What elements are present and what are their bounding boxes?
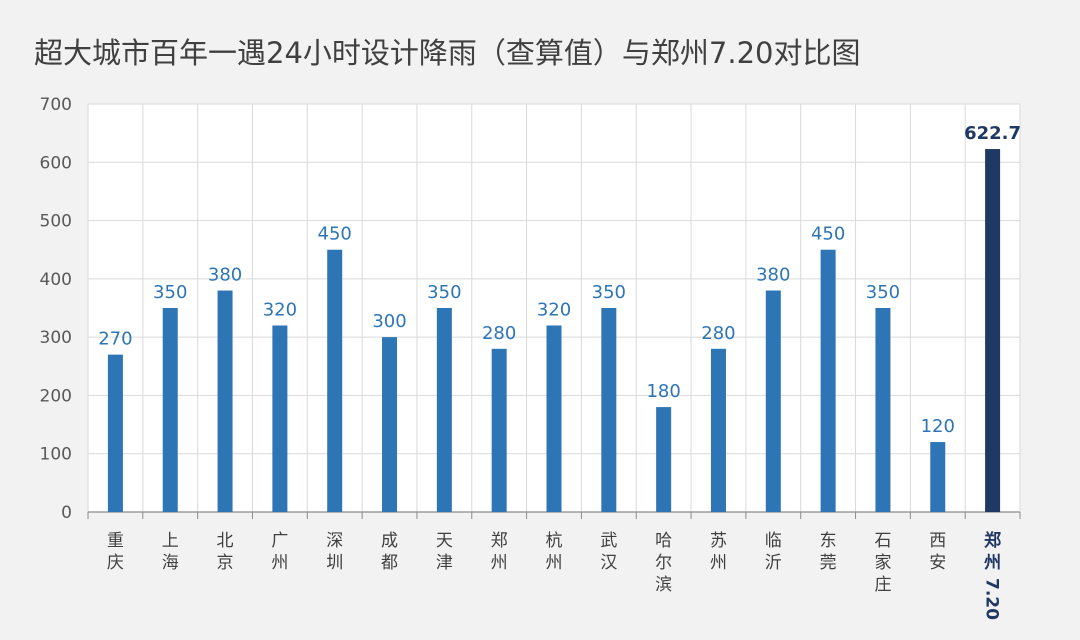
category-label-4: 深圳 <box>326 531 343 573</box>
bar-8 <box>546 325 562 512</box>
category-label-15: 西安 <box>929 531 946 573</box>
bar-layer <box>107 149 1001 512</box>
data-label-1: 350 <box>153 282 187 303</box>
bar-6 <box>436 308 452 512</box>
category-label-2: 北京 <box>217 531 234 573</box>
bar-14 <box>875 308 891 512</box>
y-tick-label: 500 <box>40 212 72 232</box>
category-label-9: 武汉 <box>600 531 617 573</box>
y-tick-label: 700 <box>40 95 72 115</box>
data-label-8: 320 <box>537 299 571 320</box>
bar-3 <box>272 325 288 512</box>
data-label-7: 280 <box>482 323 516 344</box>
bar-7 <box>491 348 507 512</box>
data-label-2: 380 <box>208 265 242 286</box>
category-label-7: 郑州 <box>491 531 508 573</box>
y-tick-label: 300 <box>40 328 72 348</box>
category-label-3: 广州 <box>271 531 288 573</box>
data-label-16: 622.7 <box>964 123 1021 144</box>
data-label-5: 300 <box>372 311 406 332</box>
category-label-14: 石家庄 <box>874 531 891 595</box>
bar-15 <box>930 442 946 512</box>
data-label-11: 280 <box>701 323 735 344</box>
bar-11 <box>710 348 726 512</box>
grid-layer <box>87 103 1021 512</box>
label-layer: 270 重庆 350 上海 380 北京 320 广州 450 深圳 300 成都 350 天津 280 郑州… <box>98 123 1021 620</box>
category-label-10: 哈尔滨 <box>655 531 672 595</box>
data-label-10: 180 <box>646 381 680 402</box>
bar-13 <box>820 249 836 512</box>
data-label-4: 450 <box>318 224 352 245</box>
y-tick-label: 100 <box>40 445 72 465</box>
category-label-6: 天津 <box>436 531 453 573</box>
y-tick-label: 0 <box>61 503 72 523</box>
category-label-11: 苏州 <box>710 531 727 573</box>
category-label-12: 临沂 <box>765 531 782 573</box>
bar-0 <box>107 354 123 512</box>
data-label-3: 320 <box>263 299 297 320</box>
chart-title: 超大城市百年一遇24小时设计降雨（查算值）与郑州7.20对比图 <box>34 36 861 70</box>
y-tick-label: 600 <box>40 153 72 173</box>
bar-5 <box>382 337 398 512</box>
category-label-0: 重庆 <box>107 531 124 573</box>
bar-4 <box>327 249 343 512</box>
data-label-0: 270 <box>98 329 132 350</box>
bar-1 <box>162 308 178 512</box>
data-label-12: 380 <box>756 265 790 286</box>
bar-16 <box>985 149 1001 512</box>
bar-2 <box>217 290 233 512</box>
data-label-13: 450 <box>811 224 845 245</box>
bar-12 <box>765 290 781 512</box>
data-label-14: 350 <box>866 282 900 303</box>
data-label-15: 120 <box>921 416 955 437</box>
category-label-13: 东莞 <box>820 531 837 573</box>
category-label-5: 成都 <box>381 531 398 573</box>
bar-10 <box>656 407 672 512</box>
category-label-part: 7.20 <box>982 578 1002 620</box>
y-tick-label: 400 <box>40 270 72 290</box>
y-tick-label: 200 <box>40 386 72 406</box>
category-label-16: 郑州 <box>983 530 1001 573</box>
category-label-8: 杭州 <box>546 531 563 573</box>
data-label-6: 350 <box>427 282 461 303</box>
data-label-9: 350 <box>592 282 626 303</box>
bar-9 <box>601 308 617 512</box>
category-label-1: 上海 <box>162 531 179 573</box>
